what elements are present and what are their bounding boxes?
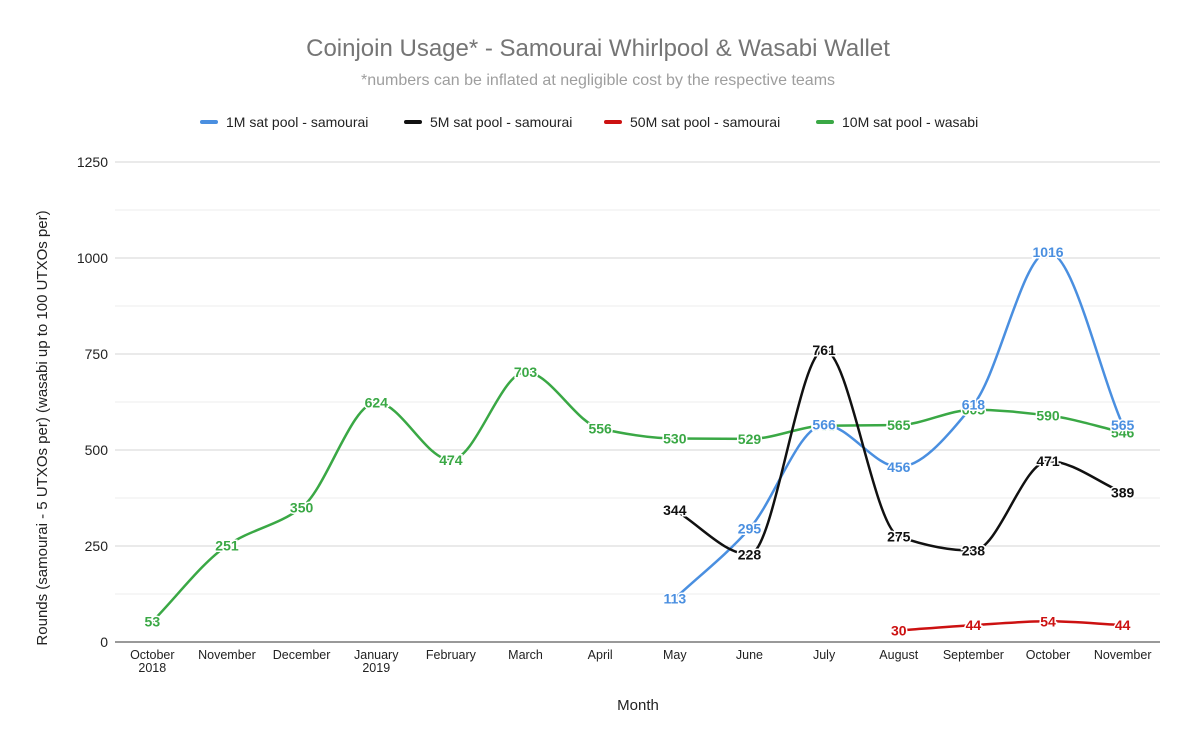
y-tick-label: 750 <box>85 346 109 362</box>
x-tick-label: January <box>354 648 399 662</box>
legend-label: 10M sat pool - wasabi <box>842 114 978 130</box>
x-tick-label: September <box>943 648 1004 662</box>
data-label: 761 <box>812 342 836 358</box>
y-tick-label: 250 <box>85 538 109 554</box>
data-label: 251 <box>215 538 239 554</box>
data-label: 565 <box>1111 417 1135 433</box>
data-label: 1016 <box>1032 244 1063 260</box>
x-tick-label: August <box>879 648 918 662</box>
data-label: 605 <box>962 402 986 418</box>
x-tick-label: 2018 <box>138 661 166 675</box>
data-label: 389 <box>1111 485 1135 501</box>
data-label: 546 <box>1111 424 1135 440</box>
data-label: 350 <box>290 500 314 516</box>
data-label: 590 <box>1036 407 1060 423</box>
data-label: 228 <box>738 546 762 562</box>
data-label: 344 <box>663 502 687 518</box>
series-line-50m-sat-pool-samourai <box>897 620 1124 632</box>
data-label: 44 <box>1115 617 1131 633</box>
data-label: 295 <box>738 521 762 537</box>
gridlines <box>115 161 1160 643</box>
y-tick-label: 1000 <box>77 250 108 266</box>
x-tick-label: May <box>663 648 687 662</box>
data-label: 113 <box>664 591 687 607</box>
data-label: 471 <box>1036 453 1060 469</box>
data-label: 566 <box>812 417 836 433</box>
legend: 1M sat pool - samourai 5M sat pool - samo… <box>200 114 978 130</box>
y-axis-ticks: 0 250 500 750 1000 1250 <box>77 154 108 650</box>
x-tick-label: July <box>813 648 836 662</box>
x-tick-label: March <box>508 648 543 662</box>
data-label: 456 <box>887 459 911 475</box>
series-line-10m-sat-pool-wasabi <box>151 370 1124 623</box>
y-tick-label: 500 <box>85 442 109 458</box>
y-axis-label: Rounds (samourai - 5 UTXOs per) (wasabi … <box>34 210 51 645</box>
data-label: 563 <box>812 418 836 434</box>
chart-title: Coinjoin Usage* - Samourai Whirlpool & W… <box>306 35 890 62</box>
data-label: 529 <box>738 431 762 447</box>
legend-label: 5M sat pool - samourai <box>430 114 572 130</box>
data-label: 624 <box>365 394 389 410</box>
series-lines <box>151 250 1124 632</box>
chart-subtitle: *numbers can be inflated at negligible c… <box>361 72 835 89</box>
legend-label: 50M sat pool - samourai <box>630 114 780 130</box>
x-tick-label: April <box>588 648 613 662</box>
data-label: 53 <box>145 614 161 630</box>
data-label: 44 <box>966 617 982 633</box>
data-label: 703 <box>514 364 538 380</box>
x-tick-label: October <box>1026 648 1070 662</box>
data-label: 556 <box>588 420 612 436</box>
y-tick-label: 1250 <box>77 154 108 170</box>
series-line-5m-sat-pool-samourai <box>673 348 1124 556</box>
y-tick-label: 0 <box>100 634 108 650</box>
x-tick-label: November <box>1094 648 1152 662</box>
series-line-1m-sat-pool-samourai <box>673 250 1124 600</box>
data-label: 618 <box>962 397 986 413</box>
data-label: 54 <box>1040 613 1056 629</box>
legend-label: 1M sat pool - samourai <box>226 114 368 130</box>
x-tick-label: October <box>130 648 174 662</box>
x-tick-label: November <box>198 648 256 662</box>
x-axis-label: Month <box>617 697 659 714</box>
data-labels: 53 251 350 624 474 703 556 530 529 563 565 605 590 54… <box>143 242 1136 640</box>
x-tick-label: December <box>273 648 331 662</box>
data-label: 530 <box>663 430 687 446</box>
data-label: 565 <box>887 417 911 433</box>
data-label: 474 <box>439 452 463 468</box>
x-tick-label: February <box>426 648 477 662</box>
x-tick-label: June <box>736 648 763 662</box>
data-label: 238 <box>962 543 986 559</box>
x-tick-label: 2019 <box>362 661 390 675</box>
data-label: 30 <box>891 622 907 638</box>
data-label: 275 <box>887 528 911 544</box>
